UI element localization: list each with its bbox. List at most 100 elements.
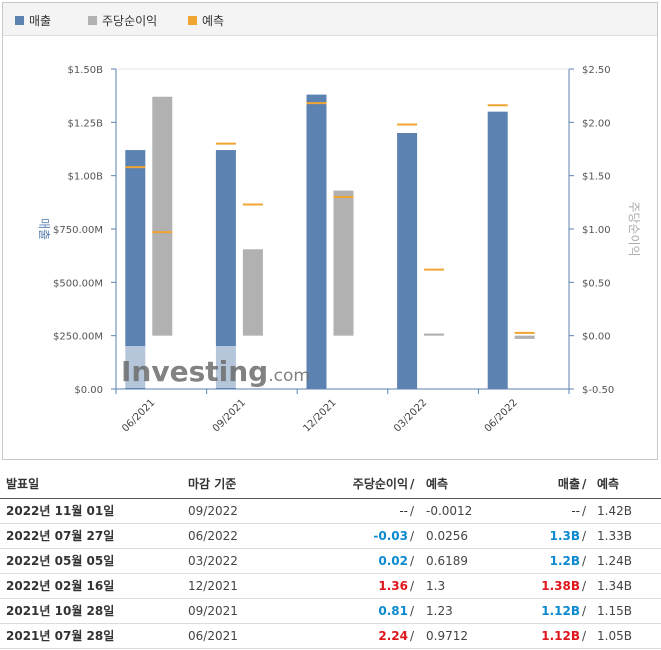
y-left-tick-label: $500.00M (53, 278, 103, 289)
header-slash: / (582, 477, 587, 491)
release-date: 2022년 11월 01일 (6, 504, 115, 518)
eps-bar (242, 249, 263, 336)
slash: / (410, 579, 415, 593)
legend-swatch (15, 16, 24, 25)
eps-bar (514, 335, 535, 339)
slash: / (582, 529, 587, 543)
y-left-tick-label: $250.00M (53, 332, 103, 343)
y-right-tick-label: $1.00 (582, 225, 611, 236)
revenue-actual: 1.12B (541, 629, 580, 643)
eps-forecast: 0.0256 (426, 529, 468, 543)
legend-label: 매출 (29, 14, 52, 28)
header-period[interactable]: 마감 기준 (188, 477, 237, 491)
eps-actual: 0.81 (378, 604, 408, 618)
legend-label: 예측 (202, 14, 225, 28)
eps-bar (424, 333, 445, 336)
release-date: 2022년 02월 16일 (6, 579, 115, 593)
eps-forecast: 0.9712 (426, 629, 468, 643)
slash: / (582, 504, 587, 518)
investing-logo-watermark: Investing.com (121, 355, 310, 388)
y-left-tick-label: $1.50B (68, 65, 104, 76)
x-tick-label: 12/2021 (301, 397, 338, 434)
period-end: 09/2021 (188, 604, 238, 618)
revenue-bar (397, 133, 418, 389)
y-left-tick-label: $1.00B (68, 172, 104, 183)
header-eps-forecast[interactable]: 예측 (426, 477, 449, 491)
revenue-forecast: 1.33B (597, 529, 632, 543)
y-right-axis-title: 주당순이익 (627, 201, 641, 256)
revenue-actual: 1.12B (541, 604, 580, 618)
period-end: 12/2021 (188, 579, 238, 593)
header-revenue[interactable]: 매출 (557, 477, 580, 491)
legend-label: 주당순이익 (102, 14, 158, 28)
revenue-forecast: 1.34B (597, 579, 632, 593)
eps-actual: -- (399, 504, 408, 518)
eps-forecast: 1.3 (426, 579, 446, 593)
x-tick-label: 06/2022 (483, 397, 520, 434)
period-end: 03/2022 (188, 554, 238, 568)
table-header-row: 발표일 마감 기준 주당순이익 / 예측 매출 / 예측 (0, 470, 661, 499)
slash: / (582, 554, 587, 568)
slash: / (582, 579, 587, 593)
y-right-tick-label: $0.50 (582, 278, 611, 289)
eps-actual: 1.36 (378, 579, 408, 593)
period-end: 06/2022 (188, 529, 238, 543)
eps-forecast: 1.23 (426, 604, 453, 618)
x-tick-label: 09/2021 (211, 397, 248, 434)
eps-actual: 0.02 (378, 554, 408, 568)
y-right-tick-label: $0.00 (582, 332, 611, 343)
legend-swatch (88, 16, 97, 25)
watermark-backdrop (118, 346, 278, 388)
release-date: 2022년 07월 27일 (6, 529, 115, 543)
header-date[interactable]: 발표일 (6, 477, 40, 491)
period-end: 09/2022 (188, 504, 238, 518)
eps-actual: -0.03 (373, 529, 408, 543)
chart-legend: 매출 주당순이익 예측 (3, 3, 657, 36)
y-left-tick-label: $0.00 (74, 385, 103, 396)
earnings-table: 발표일 마감 기준 주당순이익 / 예측 매출 / 예측 2022년 11월 0… (0, 470, 661, 649)
period-end: 06/2021 (188, 629, 238, 643)
chart-plot: $0.00 $250.00M $500.00M $750.00M $1.00B $1.25… (37, 65, 641, 434)
release-date: 2021년 10월 28일 (6, 604, 115, 618)
revenue-bar (215, 150, 236, 389)
revenue-forecast: 1.15B (597, 604, 632, 618)
release-date: 2021년 07월 28일 (6, 629, 115, 643)
slash: / (582, 604, 587, 618)
header-revenue-forecast[interactable]: 예측 (597, 477, 620, 491)
release-date: 2022년 05월 05일 (6, 554, 115, 568)
eps-forecast: 0.6189 (426, 554, 468, 568)
x-tick-label: 03/2022 (392, 397, 429, 434)
revenue-bar (306, 94, 327, 389)
revenue-actual: -- (571, 504, 580, 518)
slash: / (410, 504, 415, 518)
eps-bar (152, 96, 173, 336)
eps-bar (333, 190, 354, 336)
legend-item[interactable]: 예측 (188, 12, 224, 29)
slash: / (410, 629, 415, 643)
revenue-actual: 1.3B (549, 529, 580, 543)
x-tick-label: 06/2021 (120, 397, 157, 434)
revenue-forecast: 1.24B (597, 554, 632, 568)
legend-item[interactable]: 주당순이익 (88, 12, 157, 29)
revenue-bar (487, 111, 508, 390)
eps-actual: 2.24 (378, 629, 408, 643)
revenue-actual: 1.38B (541, 579, 580, 593)
y-right-tick-label: $2.00 (582, 118, 611, 129)
table-row: 2022년 07월 27일 06/2022 -0.03/0.0256 1.3B/1.3… (0, 524, 661, 549)
y-left-axis-title: 매출 (37, 218, 51, 240)
table-row: 2022년 02월 16일 12/2021 1.36/1.3 1.38B/1.34B (0, 574, 661, 599)
legend-item[interactable]: 매출 (15, 12, 51, 29)
table-row: 2021년 07월 28일 06/2021 2.24/0.9712 1.12B/1.0… (0, 624, 661, 649)
y-right-tick-label: $1.50 (582, 172, 611, 183)
y-left-tick-label: $1.25B (68, 118, 104, 129)
y-right-tick-label: $2.50 (582, 65, 611, 76)
revenue-actual: 1.2B (549, 554, 580, 568)
revenue-forecast: 1.42B (597, 504, 632, 518)
table-row: 2022년 05월 05일 03/2022 0.02/0.6189 1.2B/1.24… (0, 549, 661, 574)
table-body: 2022년 11월 01일 09/2022 -- / -0.0012 --/1.42B 20… (0, 499, 661, 649)
header-eps[interactable]: 주당순이익 (352, 477, 408, 491)
eps-forecast: -0.0012 (426, 504, 473, 518)
legend-swatch (188, 16, 197, 25)
slash: / (582, 629, 587, 643)
y-left-tick-label: $750.00M (53, 225, 103, 236)
